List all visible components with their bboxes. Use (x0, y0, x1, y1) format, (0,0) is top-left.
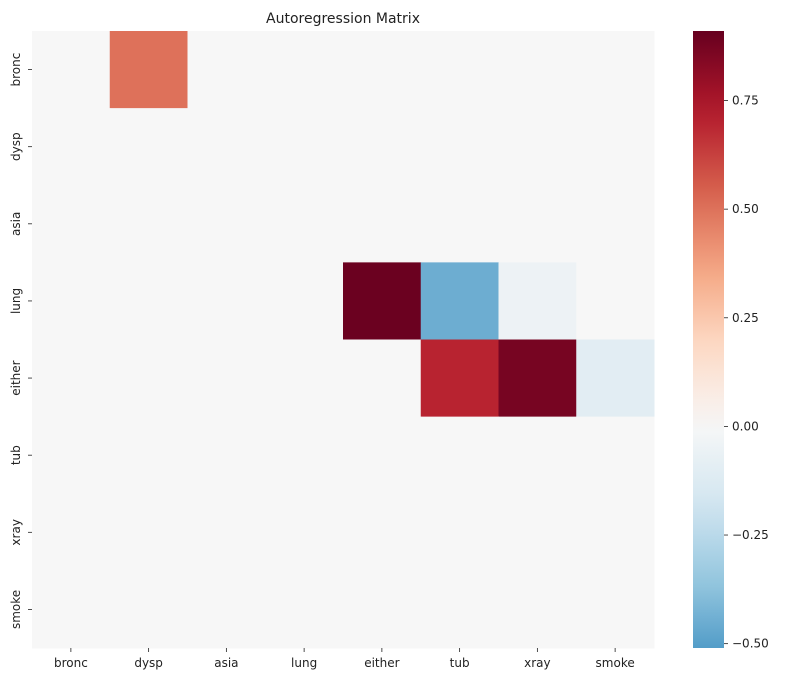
colorbar-tick-label: 0.50 (732, 202, 759, 216)
x-tick-label: dysp (134, 656, 163, 670)
heatmap-cell-tub-either (343, 416, 422, 495)
heatmap-cell-tub-bronc (32, 416, 111, 495)
colorbar-tick-label: −0.25 (732, 528, 769, 542)
heatmap-cell-lung-asia (187, 262, 266, 340)
heatmap-cell-smoke-smoke (576, 570, 655, 649)
x-tick-label: tub (450, 656, 470, 670)
heatmap-cell-xray-smoke (576, 493, 655, 572)
heatmap-cell-bronc-xray (498, 31, 577, 109)
heatmap-cell-bronc-tub (420, 31, 499, 109)
x-tick-label: asia (214, 656, 238, 670)
colorbar-tick-label: 0.25 (732, 311, 759, 325)
y-tick-label: tub (9, 445, 23, 465)
y-tick-label: bronc (9, 53, 23, 87)
heatmap-cell-tub-lung (265, 416, 344, 495)
colorbar-ticks: −0.50 −0.25 0.00 0.25 0.50 0.75 (724, 94, 769, 651)
x-tick-label: bronc (54, 656, 88, 670)
heatmap-cell-xray-either (343, 493, 422, 572)
heatmap-cell-lung-smoke (576, 262, 655, 340)
y-tick-label: xray (9, 519, 23, 546)
heatmap-cell-smoke-either (343, 570, 422, 649)
colorbar-gradient (693, 31, 724, 648)
heatmap-cell-bronc-either (343, 31, 422, 109)
heatmap-cell-asia-lung (265, 185, 344, 263)
y-tick-label: either (9, 360, 23, 395)
y-axis-ticks: bronc dysp asia lung either tub xray smoke (9, 53, 32, 629)
heatmap-cell-tub-asia (187, 416, 266, 495)
heatmap-cell-asia-tub (420, 185, 499, 263)
x-tick-label: either (364, 656, 399, 670)
heatmap-cell-lung-either (343, 262, 422, 340)
heatmap-cell-bronc-dysp (109, 31, 188, 109)
heatmap-cell-dysp-smoke (576, 108, 655, 186)
heatmap-cell-lung-dysp (109, 262, 188, 340)
heatmap-cell-smoke-lung (265, 570, 344, 649)
heatmap-cell-either-asia (187, 339, 266, 418)
heatmap-cell-lung-lung (265, 262, 344, 340)
heatmap-cell-tub-tub (420, 416, 499, 495)
heatmap-cell-bronc-smoke (576, 31, 655, 109)
heatmap-cell-dysp-lung (265, 108, 344, 186)
x-axis-ticks: bronc dysp asia lung either tub xray smoke (54, 648, 635, 670)
chart-title: Autoregression Matrix (266, 11, 420, 27)
colorbar-tick-label: −0.50 (732, 637, 769, 651)
heatmap-cell-bronc-lung (265, 31, 344, 109)
heatmap-cell-either-bronc (32, 339, 111, 418)
heatmap-cell-dysp-tub (420, 108, 499, 186)
heatmap-cell-dysp-xray (498, 108, 577, 186)
heatmap-cell-tub-smoke (576, 416, 655, 495)
heatmap-cell-xray-bronc (32, 493, 111, 572)
heatmap-cell-dysp-dysp (109, 108, 188, 186)
heatmap-cell-asia-bronc (32, 185, 111, 263)
colorbar-tick-label: 0.00 (732, 419, 759, 433)
heatmap-cell-either-either (343, 339, 422, 418)
heatmap-cell-asia-dysp (109, 185, 188, 263)
heatmap-cell-dysp-either (343, 108, 422, 186)
colorbar: −0.50 −0.25 0.00 0.25 0.50 0.75 (693, 31, 769, 651)
x-tick-label: lung (291, 656, 317, 670)
heatmap-cell-lung-tub (420, 262, 499, 340)
heatmap-cell-asia-smoke (576, 185, 655, 263)
heatmap-cell-asia-either (343, 185, 422, 263)
heatmap-cell-smoke-asia (187, 570, 266, 649)
heatmap-cell-smoke-tub (420, 570, 499, 649)
heatmap-cell-either-lung (265, 339, 344, 418)
y-tick-label: lung (9, 288, 23, 314)
heatmap-cell-smoke-xray (498, 570, 577, 649)
y-tick-label: dysp (9, 132, 23, 161)
heatmap-cell-either-smoke (576, 339, 655, 418)
heatmap-cell-dysp-asia (187, 108, 266, 186)
heatmap-cell-tub-xray (498, 416, 577, 495)
x-tick-label: smoke (596, 656, 635, 670)
heatmap-cell-either-dysp (109, 339, 188, 418)
colorbar-tick-label: 0.75 (732, 94, 759, 108)
x-tick-label: xray (524, 656, 551, 670)
heatmap-cell-either-tub (420, 339, 499, 418)
heatmap-cell-xray-asia (187, 493, 266, 572)
heatmap-cell-asia-xray (498, 185, 577, 263)
heatmap-cell-lung-xray (498, 262, 577, 340)
heatmap-cell-bronc-asia (187, 31, 266, 109)
y-tick-label: asia (9, 212, 23, 236)
heatmap-cell-smoke-bronc (32, 570, 111, 649)
heatmap-cell-bronc-bronc (32, 31, 111, 109)
y-tick-label: smoke (9, 590, 23, 629)
heatmap-cell-tub-dysp (109, 416, 188, 495)
heatmap-cell-asia-asia (187, 185, 266, 263)
heatmap-cell-smoke-dysp (109, 570, 188, 649)
heatmap-cell-lung-bronc (32, 262, 111, 340)
heatmap-cell-xray-lung (265, 493, 344, 572)
heatmap-cell-xray-dysp (109, 493, 188, 572)
heatmap-cells (32, 31, 655, 649)
heatmap-cell-either-xray (498, 339, 577, 418)
heatmap-cell-xray-tub (420, 493, 499, 572)
heatmap-cell-xray-xray (498, 493, 577, 572)
heatmap-cell-dysp-bronc (32, 108, 111, 186)
